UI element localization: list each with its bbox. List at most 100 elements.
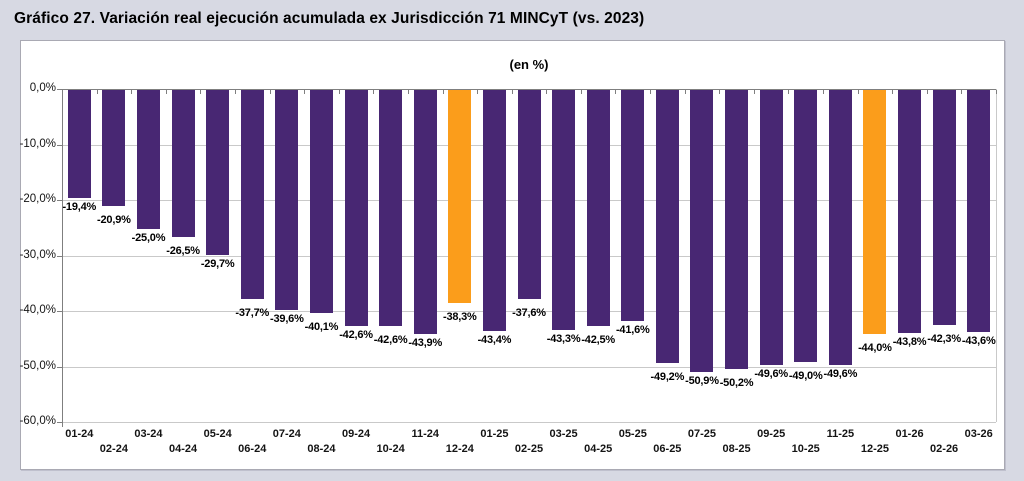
bar-value-label: -40,1% <box>304 320 339 333</box>
bar-value-label: -20,9% <box>97 213 131 226</box>
y-axis-tick <box>57 311 62 312</box>
bar-value-label: -25,0% <box>131 231 166 244</box>
bar-value-label: -49,0% <box>788 369 823 382</box>
x-tick-label: 02-25 <box>514 443 544 455</box>
bar-value-label: -26,5% <box>166 245 200 258</box>
y-tick-label: -10,0% <box>19 137 56 150</box>
bar-value-label: -43,9% <box>408 336 443 349</box>
x-tick-label: 07-25 <box>687 428 717 440</box>
category-axis-tick <box>892 90 894 94</box>
category-axis-tick <box>131 90 133 94</box>
bar-highlighted <box>448 90 472 303</box>
x-tick-label: 02-26 <box>930 443 959 455</box>
bar <box>67 90 91 198</box>
x-tick-label: 04-24 <box>168 443 198 455</box>
chart-subtitle: (en %) <box>509 57 549 72</box>
chart-panel: (en %) 0,0% -10,0% -20,0% -30,0% -40,0% -50,0… <box>20 40 1005 470</box>
chart-title: Gráfico 27. Variación real ejecución acu… <box>14 10 645 27</box>
zero-axis-line <box>62 89 996 90</box>
bar <box>932 90 956 325</box>
bar-value-label: -43,3% <box>546 333 581 346</box>
y-tick-label: -50,0% <box>19 359 56 372</box>
bar <box>655 90 679 364</box>
category-axis-tick <box>650 90 652 94</box>
bar-value-label: -38,3% <box>442 310 477 323</box>
category-axis-tick <box>442 90 444 94</box>
x-tick-label: 09-25 <box>757 428 786 440</box>
x-tick-label: 01-26 <box>895 428 924 440</box>
bar-value-label: -19,4% <box>62 200 97 213</box>
bar-value-label: -50,9% <box>685 375 719 388</box>
bar <box>828 90 852 366</box>
category-axis-tick <box>511 90 513 94</box>
y-axis-tick <box>57 255 62 257</box>
category-axis-tick <box>615 90 617 94</box>
bar <box>517 90 541 299</box>
y-tick-label: 0,0% <box>29 82 56 94</box>
x-tick-label: 12-24 <box>445 443 474 455</box>
y-axis-line <box>62 89 63 427</box>
bar <box>759 90 783 366</box>
category-axis-tick <box>753 90 755 94</box>
bar-value-label: -37,6% <box>512 306 546 319</box>
bar <box>898 90 922 334</box>
category-axis-tick <box>62 90 63 94</box>
bar-value-label: -50,2% <box>719 376 754 389</box>
y-axis-tick <box>57 144 62 146</box>
bar-value-label: -49,6% <box>823 368 858 381</box>
category-axis-tick <box>961 90 963 94</box>
x-tick-label: 12-25 <box>860 443 889 455</box>
category-axis-tick <box>338 90 340 94</box>
bar <box>309 90 333 313</box>
bar <box>275 90 299 310</box>
category-axis-tick <box>546 90 548 94</box>
category-axis-tick <box>926 90 928 94</box>
category-axis-tick <box>996 90 997 94</box>
category-axis-tick <box>269 90 271 94</box>
bar-value-label: -44,0% <box>858 342 892 355</box>
bar-value-label: -39,6% <box>270 312 304 325</box>
category-axis-tick <box>857 90 859 94</box>
bar-value-label: -29,7% <box>200 257 235 270</box>
x-tick-label: 11-25 <box>826 428 855 440</box>
y-axis-tick <box>57 366 62 368</box>
category-axis-tick <box>234 90 236 94</box>
plot-area: 0,0% -10,0% -20,0% -30,0% -40,0% -50,0% -60,0%… <box>20 82 997 455</box>
x-tick-label: 04-25 <box>584 443 613 455</box>
x-tick-label: 08-24 <box>307 443 336 455</box>
x-tick-label: 09-24 <box>341 428 371 440</box>
x-tick-label: 03-24 <box>134 428 163 440</box>
category-axis-tick <box>684 90 686 94</box>
bar <box>967 90 991 332</box>
y-tick-label: -20,0% <box>19 193 56 205</box>
bar <box>102 90 126 206</box>
bar-value-label: -49,2% <box>650 371 685 384</box>
bar-highlighted <box>863 90 887 335</box>
bar <box>171 90 195 238</box>
bar <box>482 90 506 331</box>
bar <box>136 90 160 229</box>
y-axis-tick <box>57 89 62 90</box>
x-tick-label: 10-25 <box>791 443 820 455</box>
x-tick-label: 06-24 <box>238 443 267 455</box>
x-tick-label: 08-25 <box>722 443 751 455</box>
bar-value-label: -42,6% <box>373 334 408 347</box>
category-axis-tick <box>96 90 98 94</box>
category-axis-tick <box>200 90 202 94</box>
bar <box>586 90 610 326</box>
bar-value-label: -49,6% <box>754 368 788 381</box>
x-tick-label: 07-24 <box>272 428 301 440</box>
bar <box>379 90 403 327</box>
x-tick-label: 03-26 <box>964 428 993 440</box>
bar-value-label: -43,6% <box>961 334 996 347</box>
bar-value-label: -42,6% <box>339 329 373 342</box>
category-axis-tick <box>373 90 375 94</box>
x-tick-label: 01-24 <box>65 428 94 440</box>
bar <box>725 90 749 369</box>
bar-value-label: -42,3% <box>927 332 961 345</box>
plot-right-frame <box>996 89 997 422</box>
bar-value-label: -41,6% <box>615 323 650 336</box>
x-tick-label: 01-25 <box>480 428 509 440</box>
category-axis-tick <box>165 90 167 94</box>
